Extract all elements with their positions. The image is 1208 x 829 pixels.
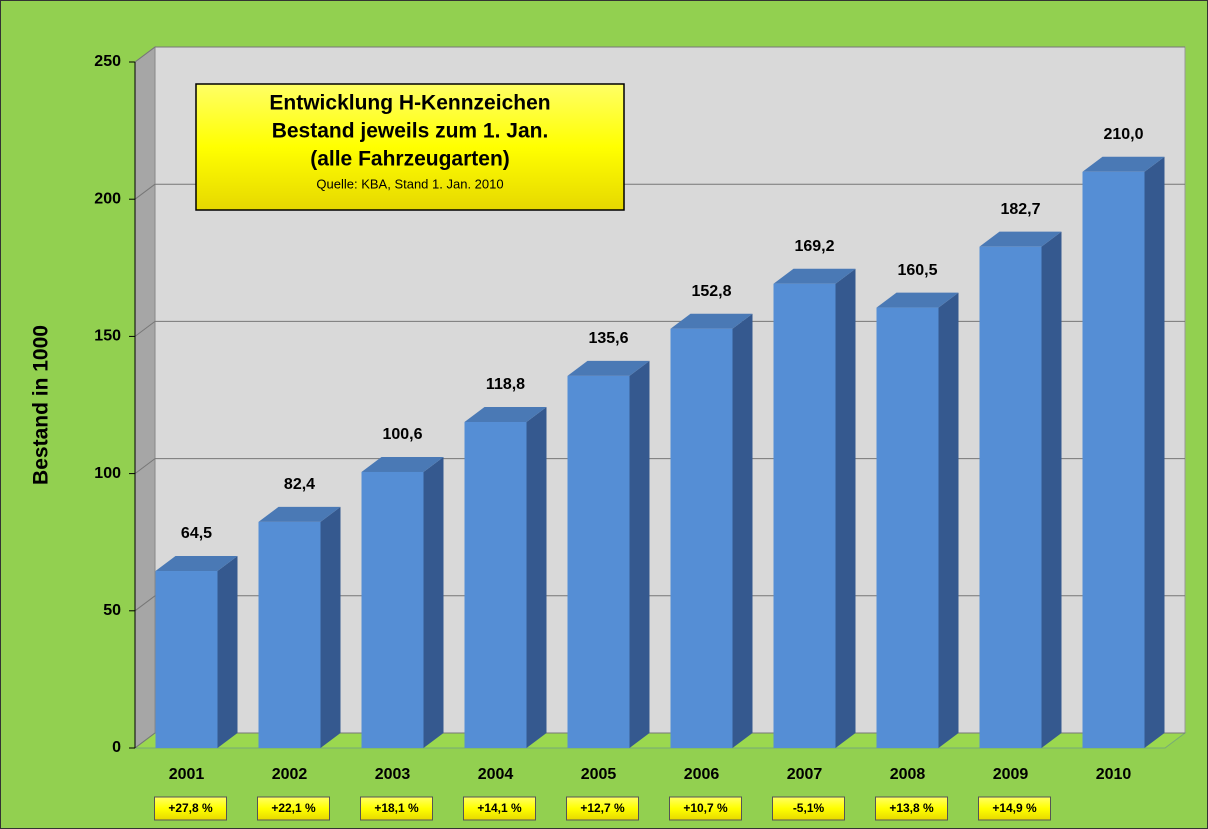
growth-box	[257, 796, 330, 821]
growth-label: +12,7 %	[580, 801, 625, 815]
bar-side	[423, 456, 444, 748]
bar-top	[979, 231, 1062, 247]
growth-box	[978, 796, 1051, 821]
growth-label: +13,8 %	[889, 801, 934, 815]
growth-label: +14,1 %	[477, 801, 522, 815]
data-label: 64,5	[181, 525, 212, 542]
growth-box	[463, 796, 536, 821]
growth-box	[669, 796, 742, 821]
data-label: 210,0	[1103, 126, 1143, 143]
growth-box	[360, 796, 433, 821]
growth-label: -5,1%	[793, 801, 825, 815]
grid-line	[134, 183, 156, 200]
bar	[155, 571, 218, 748]
growth-label: +10,7 %	[683, 801, 728, 815]
x-tick-label: 2007	[787, 766, 823, 783]
bar-side	[320, 506, 341, 748]
grid-line	[134, 732, 156, 749]
data-label: 160,5	[897, 262, 937, 279]
chart-title: (alle Fahrzeugarten)	[310, 148, 510, 171]
data-label: 182,7	[1000, 201, 1040, 218]
bar-top	[567, 360, 650, 376]
bar-side	[217, 556, 238, 748]
data-label: 135,6	[588, 330, 628, 347]
bar-top	[155, 556, 238, 572]
bar	[1082, 171, 1145, 748]
bar	[361, 471, 424, 748]
title-box	[195, 83, 625, 211]
bar-top	[464, 407, 547, 423]
bar-side	[732, 313, 753, 748]
bar	[464, 422, 527, 748]
y-tick-label: 250	[94, 53, 121, 70]
growth-label: +14,9 %	[992, 801, 1037, 815]
bar-top	[670, 313, 753, 329]
chart-title: Bestand jeweils zum 1. Jan.	[272, 120, 549, 143]
y-tick-label: 50	[103, 602, 121, 619]
bar	[567, 375, 630, 748]
bar-side	[835, 268, 856, 748]
growth-box	[566, 796, 639, 821]
y-tick-label: 0	[112, 739, 121, 756]
x-tick-label: 2002	[272, 766, 308, 783]
x-tick-label: 2006	[684, 766, 720, 783]
x-tick-label: 2004	[478, 766, 514, 783]
data-label: 82,4	[284, 476, 315, 493]
bar-top	[1082, 156, 1165, 172]
bar	[258, 521, 321, 748]
x-tick-label: 2009	[993, 766, 1029, 783]
y-tick-label: 200	[94, 190, 121, 207]
bar-top	[361, 456, 444, 472]
y-tick-label: 100	[94, 465, 121, 482]
bar-side	[629, 360, 650, 748]
grid-line	[134, 46, 156, 63]
side-wall	[134, 46, 156, 749]
data-label: 169,2	[794, 238, 834, 255]
bar	[979, 246, 1042, 748]
plot-area: 0 50 100 150 200 250 2001 64,5 2002 82,4 2003 100,6…	[94, 46, 1187, 783]
x-tick-label: 2001	[169, 766, 205, 783]
x-tick-label: 2008	[890, 766, 926, 783]
growth-box	[772, 796, 845, 821]
x-tick-label: 2005	[581, 766, 617, 783]
bar	[773, 283, 836, 748]
bar-side	[526, 407, 547, 748]
bar	[670, 328, 733, 748]
bar-side	[1144, 156, 1165, 748]
bar-top	[876, 292, 959, 308]
growth-label: +27,8 %	[168, 801, 213, 815]
bar-top	[258, 506, 341, 522]
y-tick-label: 150	[94, 328, 121, 345]
bar-side	[1041, 231, 1062, 748]
data-label: 152,8	[691, 283, 731, 300]
growth-box	[154, 796, 227, 821]
growth-label: +22,1 %	[271, 801, 316, 815]
chart-subtitle: Quelle: KBA, Stand 1. Jan. 2010	[316, 176, 503, 191]
grid-line	[134, 458, 156, 475]
data-label: 118,8	[486, 376, 525, 393]
bar	[876, 307, 939, 748]
chart-title: Entwicklung H-Kennzeichen	[269, 92, 550, 115]
y-axis-label: Bestand in 1000	[30, 325, 53, 485]
bar-top	[773, 268, 856, 284]
growth-box	[875, 796, 948, 821]
growth-label: +18,1 %	[374, 801, 419, 815]
data-label: 100,6	[382, 426, 422, 443]
x-tick-label: 2010	[1096, 766, 1132, 783]
bar-side	[938, 292, 959, 748]
x-tick-label: 2003	[375, 766, 411, 783]
grid-line	[134, 320, 156, 337]
grid-line	[134, 595, 156, 612]
